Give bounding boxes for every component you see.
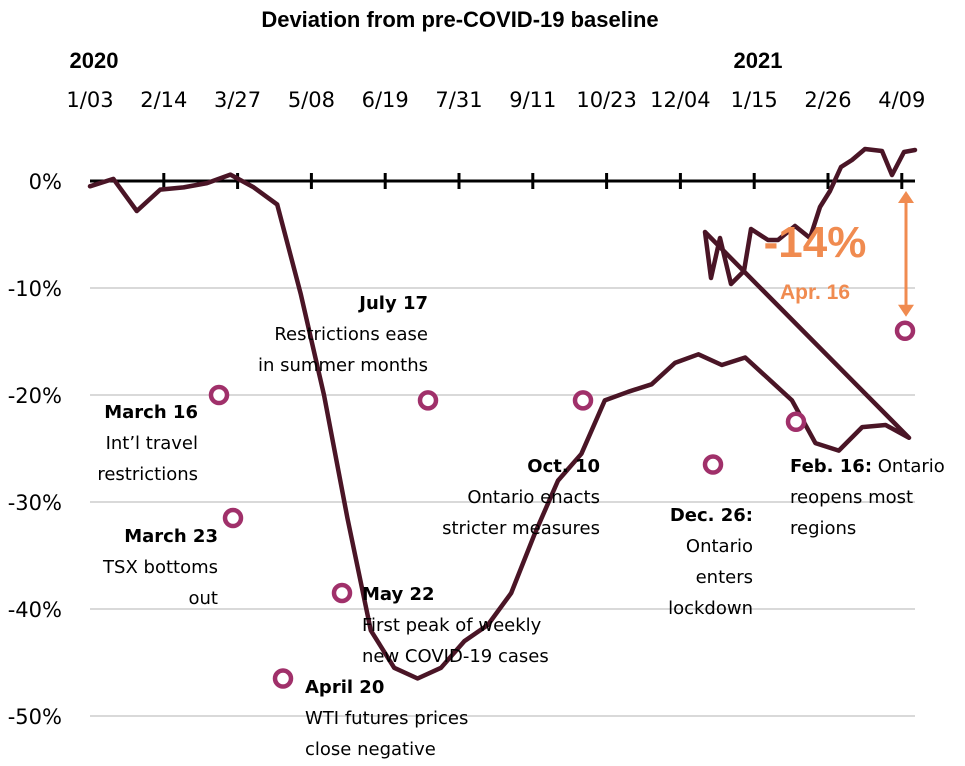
annotation-title: Dec. 26: (670, 505, 753, 526)
annotation-line: enters (696, 567, 753, 588)
annotation-title: March 23 (124, 526, 218, 547)
annotation-title: April 20 (305, 677, 384, 698)
x-tick-label: 3/27 (214, 88, 261, 112)
y-tick-label: 0% (29, 170, 62, 194)
y-tick-label: -10% (8, 277, 62, 301)
event-marker (272, 668, 294, 689)
annotation-inline-text: Ontario (872, 456, 945, 477)
x-tick-label: 2/26 (804, 88, 851, 112)
annotation: Dec. 26: Ontario enters lockdown (668, 505, 753, 619)
annotation: Feb. 16: Ontario reopens most regions (790, 456, 945, 539)
annotation-line: lockdown (668, 598, 753, 619)
annotation-line: Int’l travel (106, 433, 198, 454)
x-tick-label: 5/08 (288, 88, 335, 112)
event-marker (894, 320, 916, 342)
year-label-2021: 2021 (734, 48, 783, 73)
annotation-title: March 16 (104, 402, 198, 423)
event-marker (417, 390, 439, 411)
annotations: March 16 Int’l travel restrictions March 23… (97, 293, 945, 760)
y-tick-label: -30% (8, 491, 62, 515)
highlight-date-label: Apr. 16 (780, 281, 850, 304)
annotation-title: May 22 (362, 584, 435, 605)
x-tick-label: 9/11 (509, 88, 556, 112)
x-tick-label: 1/15 (731, 88, 778, 112)
annotation-line: stricter measures (442, 518, 600, 539)
x-tick-label: 6/19 (362, 88, 409, 112)
x-tick-label: 7/31 (435, 88, 482, 112)
annotation-line: WTI futures prices (305, 708, 468, 729)
series-layer (87, 146, 918, 681)
y-tick-label: -20% (8, 384, 62, 408)
annotation-line: new COVID-19 cases (362, 646, 549, 667)
annotation-line: Ontario (686, 536, 753, 557)
annotation-title: Oct. 10 (527, 456, 600, 477)
annotation-title: Feb. 16: Ontario (790, 456, 945, 477)
event-marker (222, 507, 244, 529)
event-marker (785, 411, 807, 432)
annotation-line: restrictions (97, 464, 198, 485)
y-tick-label: -50% (8, 705, 62, 729)
annotation: March 16 Int’l travel restrictions (97, 402, 198, 485)
annotation-line: Restrictions ease (274, 324, 428, 345)
annotation-line: Ontario enacts (467, 487, 600, 508)
y-axis-ticks: 0% -10% -20% -30% -40% -50% (8, 170, 62, 729)
x-tick-label: 12/04 (650, 88, 711, 112)
x-axis: 1/03 2/14 3/27 5/08 6/19 7/31 9/11 10/23 12/04 1/… (66, 88, 925, 189)
annotation: May 22 First peak of weekly new COVID-19 c… (362, 584, 549, 667)
year-label-2020: 2020 (70, 48, 119, 73)
event-markers (208, 320, 916, 689)
annotation: Oct. 10 Ontario enacts stricter measures (442, 456, 600, 539)
annotation-line: reopens most (790, 487, 913, 508)
annotation: July 17 Restrictions ease in summer months (258, 293, 428, 376)
x-tick-label: 2/14 (140, 88, 187, 112)
event-marker (702, 454, 724, 475)
annotation: March 23 TSX bottoms out (102, 526, 218, 609)
event-marker (208, 384, 230, 406)
annotation-title: July 17 (357, 293, 428, 314)
annotation-line: in summer months (258, 355, 428, 376)
highlight-arrow (898, 191, 914, 317)
event-marker (331, 582, 353, 604)
annotation: April 20 WTI futures prices close negative (305, 677, 468, 760)
annotation-line: close negative (305, 739, 436, 760)
annotation-line: TSX bottoms (102, 557, 218, 578)
x-tick-label: 4/09 (878, 88, 925, 112)
annotation-line: First peak of weekly (362, 615, 542, 636)
y-tick-label: -40% (8, 598, 62, 622)
annotation-line: out (189, 588, 218, 609)
highlight-value-label: -14% (764, 218, 867, 267)
series-line (87, 146, 918, 681)
highlight-arrow-head-top (898, 191, 914, 203)
event-marker (572, 390, 594, 411)
x-tick-label: 10/23 (576, 88, 637, 112)
annotation-line: regions (790, 518, 856, 539)
highlight-arrow-head-bottom (898, 304, 914, 317)
chart-title: Deviation from pre-COVID-19 baseline (261, 7, 658, 32)
x-tick-label: 1/03 (66, 88, 113, 112)
